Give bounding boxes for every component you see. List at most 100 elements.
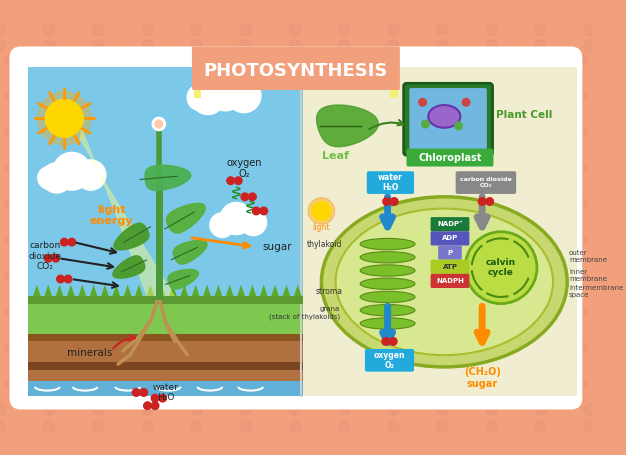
- Text: ATP: ATP: [443, 264, 458, 270]
- Circle shape: [289, 40, 300, 51]
- Circle shape: [578, 199, 587, 208]
- Circle shape: [93, 404, 104, 415]
- Bar: [28, 362, 302, 370]
- Circle shape: [76, 160, 106, 190]
- Circle shape: [437, 421, 448, 432]
- FancyBboxPatch shape: [456, 171, 516, 194]
- Circle shape: [391, 198, 398, 205]
- Circle shape: [387, 421, 399, 432]
- Circle shape: [52, 254, 59, 262]
- Bar: [28, 67, 302, 396]
- Circle shape: [159, 394, 167, 402]
- Polygon shape: [101, 285, 109, 296]
- Circle shape: [584, 404, 595, 415]
- Polygon shape: [237, 285, 245, 296]
- Text: carbon dioxide
CO₂: carbon dioxide CO₂: [460, 177, 512, 188]
- Text: stroma: stroma: [316, 287, 342, 296]
- Circle shape: [578, 342, 587, 352]
- Circle shape: [93, 40, 104, 51]
- Polygon shape: [113, 256, 145, 278]
- Ellipse shape: [360, 265, 415, 276]
- Ellipse shape: [360, 291, 415, 303]
- Circle shape: [5, 235, 14, 244]
- Circle shape: [419, 98, 426, 106]
- Circle shape: [43, 421, 55, 432]
- Circle shape: [227, 79, 261, 113]
- Circle shape: [45, 99, 83, 137]
- Circle shape: [43, 40, 55, 51]
- Circle shape: [68, 238, 76, 246]
- Circle shape: [93, 421, 104, 432]
- Circle shape: [5, 127, 14, 136]
- Text: grana
(stack of thylakoids): grana (stack of thylakoids): [269, 306, 341, 320]
- Circle shape: [486, 198, 493, 205]
- Circle shape: [5, 199, 14, 208]
- Polygon shape: [317, 105, 378, 147]
- Circle shape: [64, 275, 72, 283]
- Circle shape: [191, 421, 202, 432]
- Ellipse shape: [336, 208, 553, 355]
- Text: intermembrane
space: intermembrane space: [569, 285, 623, 298]
- Circle shape: [11, 271, 20, 280]
- Circle shape: [240, 40, 252, 51]
- Circle shape: [260, 207, 267, 215]
- Circle shape: [486, 421, 497, 432]
- Text: inner
membrane: inner membrane: [569, 269, 607, 282]
- Text: NADP⁺: NADP⁺: [437, 221, 463, 227]
- Text: outer
membrane: outer membrane: [569, 250, 607, 263]
- Bar: [28, 334, 302, 341]
- Polygon shape: [168, 269, 198, 289]
- Polygon shape: [67, 285, 74, 296]
- Circle shape: [437, 404, 448, 415]
- Circle shape: [38, 167, 61, 189]
- Circle shape: [572, 378, 582, 388]
- Text: Leaf: Leaf: [322, 151, 349, 161]
- Circle shape: [462, 98, 470, 106]
- Circle shape: [437, 24, 448, 35]
- Text: sugar: sugar: [263, 242, 292, 252]
- Circle shape: [572, 127, 582, 136]
- Circle shape: [11, 342, 20, 352]
- Text: ADP: ADP: [442, 235, 458, 241]
- Polygon shape: [33, 285, 41, 296]
- Circle shape: [155, 120, 163, 128]
- Polygon shape: [271, 285, 279, 296]
- Circle shape: [535, 421, 546, 432]
- Circle shape: [240, 421, 252, 432]
- Circle shape: [572, 55, 582, 65]
- Circle shape: [0, 40, 6, 51]
- Text: PHOTOSYNTHESIS: PHOTOSYNTHESIS: [203, 62, 388, 80]
- Circle shape: [387, 40, 399, 51]
- Text: NADPH: NADPH: [436, 278, 464, 284]
- Text: P: P: [448, 249, 453, 256]
- Polygon shape: [90, 285, 98, 296]
- Circle shape: [339, 40, 350, 51]
- Circle shape: [437, 40, 448, 51]
- Polygon shape: [169, 285, 177, 296]
- Circle shape: [572, 342, 582, 352]
- Circle shape: [53, 152, 91, 190]
- Circle shape: [11, 306, 20, 316]
- Polygon shape: [146, 285, 154, 296]
- Text: Chloroplast: Chloroplast: [418, 153, 481, 163]
- Ellipse shape: [360, 304, 415, 316]
- Bar: [28, 296, 302, 303]
- Circle shape: [235, 177, 242, 184]
- Circle shape: [289, 421, 300, 432]
- Circle shape: [44, 254, 52, 262]
- Circle shape: [187, 84, 213, 111]
- Circle shape: [308, 198, 335, 224]
- Circle shape: [454, 122, 462, 130]
- Circle shape: [465, 232, 537, 303]
- Circle shape: [151, 394, 159, 402]
- Circle shape: [240, 404, 252, 415]
- Circle shape: [5, 271, 14, 280]
- Circle shape: [486, 404, 497, 415]
- Circle shape: [382, 338, 389, 345]
- Polygon shape: [260, 285, 267, 296]
- Circle shape: [57, 275, 64, 283]
- Ellipse shape: [321, 197, 567, 367]
- FancyBboxPatch shape: [438, 245, 462, 260]
- Bar: [302, 67, 577, 396]
- Circle shape: [11, 55, 20, 65]
